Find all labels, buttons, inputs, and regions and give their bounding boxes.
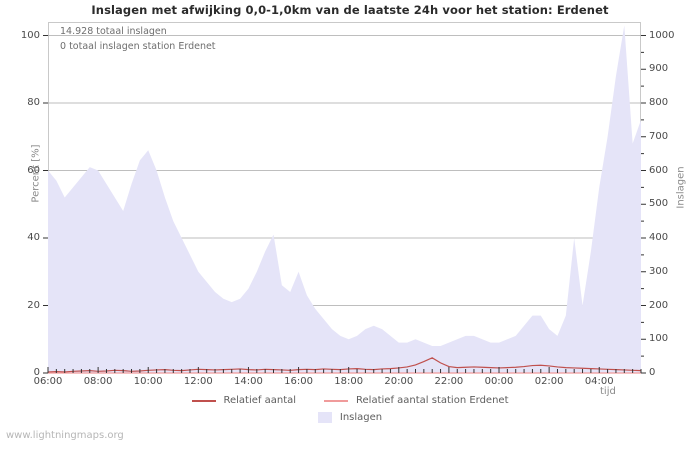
y-axis-right-tick-label: 0 <box>649 367 656 378</box>
annotation-station-strikes: 0 totaal inslagen station Erdenet <box>60 41 216 52</box>
y-axis-left-tick-label: 100 <box>20 29 40 41</box>
x-axis-tick-label: 12:00 <box>183 376 213 387</box>
y-axis-left-tick-label: 20 <box>27 299 40 311</box>
y-axis-right-tick-label: 300 <box>649 265 669 277</box>
x-axis-tick-label: 08:00 <box>83 376 113 387</box>
y-axis-right-tick-label: 500 <box>649 198 669 210</box>
legend-area-swatch <box>317 412 332 423</box>
legend-item-label: Inslagen <box>339 412 383 423</box>
y-axis-left-tick-label: 60 <box>27 164 40 176</box>
legend-item-relatief-aantal-station[interactable]: Relatief aantal station Erdenet <box>324 395 509 406</box>
y-axis-right-tick-label: 700 <box>649 130 669 142</box>
x-axis-tick-label: 10:00 <box>133 376 163 387</box>
chart-plot <box>43 25 646 374</box>
annotation-total-strikes: 14.928 totaal inslagen <box>60 26 167 37</box>
legend-item-label: Relatief aantal <box>223 395 297 406</box>
x-axis-tick-label: 22:00 <box>434 376 464 387</box>
y-axis-left-tick-label: 80 <box>27 97 40 108</box>
x-axis-tick-label: 04:00 <box>584 376 614 387</box>
y-axis-right-tick-label: 800 <box>649 97 669 108</box>
x-axis-tick-label: 18:00 <box>334 376 364 387</box>
y-axis-right-tick-label: 600 <box>649 164 669 176</box>
x-axis-tick-label: 20:00 <box>384 376 414 387</box>
x-axis-tick-label: 14:00 <box>234 376 263 387</box>
legend-line-swatch <box>324 399 349 402</box>
legend-row-secondary: Inslagen <box>0 409 700 426</box>
y-axis-right-tick-label: 400 <box>649 232 669 243</box>
y-axis-left-tick-label: 0 <box>33 367 40 378</box>
chart-legend: Relatief aantal Relatief aantal station … <box>0 392 700 426</box>
y-axis-left-label: Percent [%] <box>30 144 42 203</box>
y-axis-right-tick-label: 100 <box>649 333 669 345</box>
x-axis-tick-label: 06:00 <box>33 376 63 387</box>
legend-item-label: Relatief aantal station Erdenet <box>356 395 509 406</box>
y-axis-right-label: Inslagen <box>675 166 687 209</box>
y-axis-left-tick-label: 40 <box>27 232 40 243</box>
legend-line-swatch <box>191 399 216 402</box>
x-axis-tick-label: 02:00 <box>534 376 564 387</box>
x-axis-label: tijd <box>600 386 616 397</box>
y-axis-right-tick-label: 1000 <box>649 29 675 41</box>
y-axis-right-tick-label: 900 <box>649 63 669 75</box>
x-axis-tick-label: 00:00 <box>484 376 514 387</box>
watermark-url: www.lightningmaps.org <box>6 430 124 441</box>
legend-item-relatief-aantal[interactable]: Relatief aantal <box>191 395 297 406</box>
x-axis-tick-label: 16:00 <box>284 376 313 387</box>
legend-item-inslagen[interactable]: Inslagen <box>317 412 383 423</box>
y-axis-right-tick-label: 200 <box>649 299 669 311</box>
chart-title: Inslagen met afwijking 0,0-1,0km van de … <box>91 3 609 17</box>
legend-row-primary: Relatief aantal Relatief aantal station … <box>0 392 700 409</box>
